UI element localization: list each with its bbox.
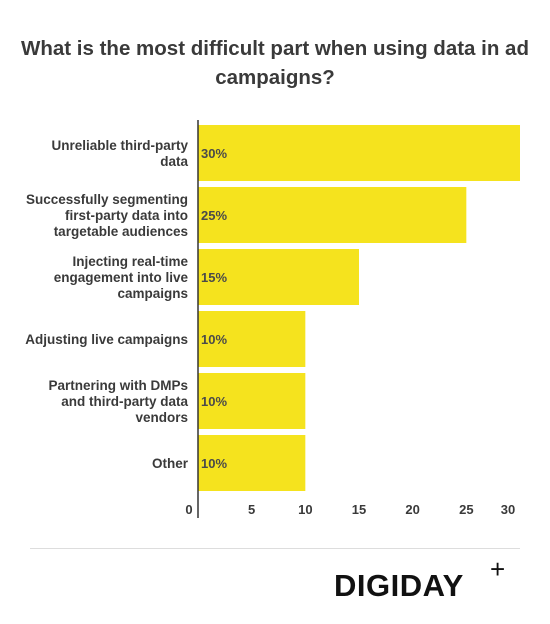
bar bbox=[198, 125, 520, 181]
chart-title: What is the most difficult part when usi… bbox=[21, 37, 529, 89]
bar-value-label: 30% bbox=[201, 146, 227, 161]
digiday-logo: DIGIDAY + bbox=[334, 556, 514, 606]
bar bbox=[198, 187, 467, 243]
x-tick-label: 25 bbox=[459, 502, 473, 517]
x-tick-labels-group: 0 5 10 15 20 25 30 bbox=[185, 502, 515, 517]
logo-plus-icon: + bbox=[490, 554, 506, 584]
x-tick-label: 10 bbox=[298, 502, 312, 517]
bar-value-label: 25% bbox=[201, 208, 227, 223]
x-tick-label: 30 bbox=[501, 502, 515, 517]
bar-value-label: 10% bbox=[201, 332, 227, 347]
category-labels-group: Unreliable third-party data Successfully s… bbox=[25, 138, 189, 471]
category-label: Unreliable third-party data bbox=[51, 138, 188, 169]
category-label: Partnering with DMPs and third-party data… bbox=[48, 378, 188, 425]
bars-group bbox=[198, 125, 520, 491]
bar bbox=[198, 435, 306, 491]
x-tick-label: 0 bbox=[185, 502, 192, 517]
bar bbox=[198, 373, 306, 429]
bar-value-label: 10% bbox=[201, 456, 227, 471]
bar-value-label: 10% bbox=[201, 394, 227, 409]
bar bbox=[198, 249, 359, 305]
bar-value-label: 15% bbox=[201, 270, 227, 285]
category-label: Other bbox=[152, 456, 189, 471]
bar bbox=[198, 311, 306, 367]
category-label: Adjusting live campaigns bbox=[25, 332, 188, 347]
x-tick-label: 20 bbox=[405, 502, 419, 517]
category-label: Successfully segmenting first-party data … bbox=[26, 192, 188, 239]
logo-wordmark: DIGIDAY bbox=[334, 568, 464, 603]
x-tick-label: 15 bbox=[352, 502, 366, 517]
x-tick-label: 5 bbox=[248, 502, 255, 517]
category-label: Injecting real-time engagement into live c… bbox=[54, 254, 189, 301]
bar-chart: 30% 25% 15% 10% 10% 10% Unreliable third-part… bbox=[25, 120, 520, 518]
footer-divider bbox=[30, 548, 520, 549]
value-labels-group: 30% 25% 15% 10% 10% 10% bbox=[201, 146, 227, 471]
